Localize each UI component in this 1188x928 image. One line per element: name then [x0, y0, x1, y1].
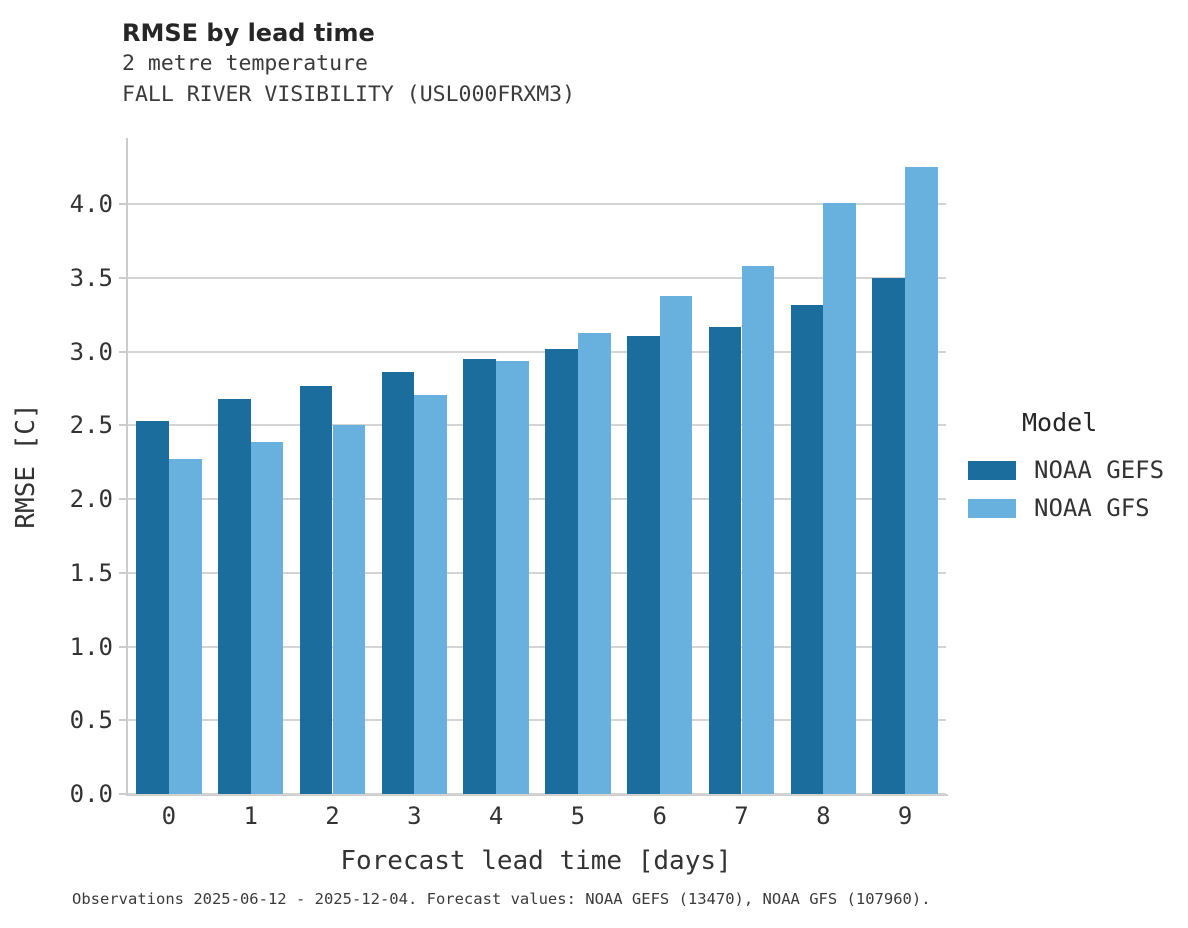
- y-axis-tick: [119, 793, 126, 795]
- y-axis-tick: [119, 203, 126, 206]
- bar-noaa-gfs-lead-9: [905, 167, 938, 794]
- legend-label: NOAA GFS: [1034, 494, 1150, 522]
- y-tick-label: 1.0: [69, 632, 113, 661]
- y-axis-tick: [119, 571, 126, 574]
- legend-item[interactable]: NOAA GFS: [968, 491, 1188, 525]
- bar-noaa-gfs-lead-4: [496, 360, 529, 794]
- y-axis-tick: [119, 498, 126, 501]
- legend-entries: NOAA GEFS NOAA GFS: [968, 453, 1188, 525]
- x-tick-label: 5: [570, 802, 586, 830]
- y-tick-label: 3.5: [69, 264, 113, 293]
- legend-swatch-icon: [968, 460, 1016, 480]
- gridline: [128, 350, 946, 353]
- x-tick-label: 7: [734, 802, 749, 830]
- footer-note: Observations 2025-06-12 - 2025-12-04. Fo…: [72, 890, 931, 908]
- title-block: RMSE by lead time 2 metre temperature FA…: [122, 18, 575, 110]
- bar-noaa-gfs-lead-2: [332, 425, 366, 794]
- gridline: [128, 424, 946, 427]
- bar-noaa-gfs-lead-3: [414, 394, 448, 794]
- x-tick-label: 0: [161, 802, 177, 830]
- y-axis-tick: [119, 719, 126, 722]
- gridline: [128, 277, 946, 280]
- gridline: [128, 645, 946, 648]
- y-tick-label: 0.0: [69, 780, 113, 808]
- bar-noaa-gfs-lead-7: [741, 266, 775, 794]
- legend: Model NOAA GEFS NOAA GFS: [968, 408, 1188, 529]
- y-tick-label: 4.0: [69, 190, 113, 219]
- x-tick-label: 6: [652, 802, 667, 830]
- gridline: [128, 793, 946, 795]
- y-tick-label: 3.0: [69, 337, 113, 366]
- x-tick-label: 1: [243, 802, 258, 830]
- bar-noaa-gefs-lead-2: [299, 385, 333, 794]
- bar-noaa-gefs-lead-0: [136, 421, 169, 794]
- x-axis-title: Forecast lead time [days]: [340, 846, 732, 876]
- gridline: [128, 203, 946, 206]
- x-axis-line: [126, 794, 948, 796]
- bar-noaa-gfs-lead-1: [250, 441, 284, 794]
- bar-noaa-gfs-lead-0: [168, 459, 202, 794]
- x-tick-label: 9: [897, 802, 913, 830]
- plot-area: 0.0 0.5 1.0 1.5 2.0 2.5 3.0 3.5 4.0 0 1 2 3 4 5 6 7 8 9 F…: [11, 138, 948, 876]
- bar-noaa-gefs-lead-6: [626, 335, 660, 794]
- bar-noaa-gefs-lead-3: [381, 372, 415, 794]
- bar-noaa-gfs-lead-5: [577, 332, 611, 794]
- bar-noaa-gfs-lead-8: [823, 202, 857, 794]
- bar-noaa-gefs-lead-4: [463, 359, 497, 794]
- y-tick-label: 2.0: [69, 485, 113, 514]
- y-axis-title: RMSE [C]: [11, 403, 41, 529]
- y-tick-label: 1.5: [69, 558, 113, 587]
- y-axis-tick: [119, 277, 126, 280]
- x-tick-label: 2: [325, 802, 340, 830]
- legend-item[interactable]: NOAA GEFS: [968, 453, 1188, 487]
- bar-noaa-gfs-lead-6: [659, 295, 693, 794]
- chart-subtitle-station: FALL RIVER VISIBILITY (USL000FRXM3): [122, 82, 576, 107]
- x-tick-label: 4: [488, 802, 504, 830]
- chart-subtitle-variable: 2 metre temperature: [122, 51, 368, 76]
- gridline: [128, 498, 946, 501]
- y-axis-tick: [119, 424, 126, 427]
- gridline: [128, 571, 946, 574]
- bar-noaa-gefs-lead-1: [217, 398, 251, 794]
- x-tick-label: 8: [816, 802, 831, 830]
- x-tick-label: 3: [407, 802, 422, 830]
- page-title: RMSE by lead time: [122, 19, 375, 47]
- y-axis-line: [126, 138, 128, 794]
- legend-swatch-icon: [968, 498, 1016, 518]
- legend-title: Model: [1022, 408, 1098, 437]
- legend-label: NOAA GEFS: [1034, 456, 1165, 484]
- bar-noaa-gefs-lead-7: [708, 326, 742, 794]
- bar-noaa-gefs-lead-5: [545, 348, 578, 794]
- y-tick-label: 0.5: [69, 706, 113, 735]
- y-tick-label: 2.5: [69, 411, 113, 440]
- bar-noaa-gefs-lead-8: [790, 304, 824, 794]
- y-axis-tick: [119, 350, 126, 353]
- gridline: [128, 719, 946, 722]
- y-axis-tick: [119, 645, 126, 648]
- bar-noaa-gefs-lead-9: [872, 278, 906, 794]
- bars-layer: [128, 138, 946, 794]
